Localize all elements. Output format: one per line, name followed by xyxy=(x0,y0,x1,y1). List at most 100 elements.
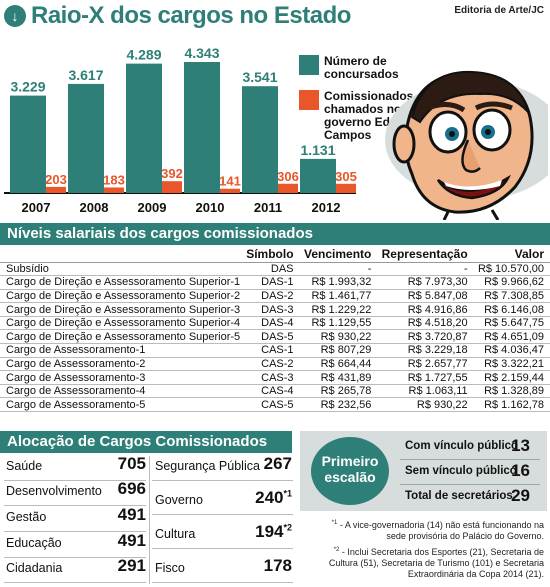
divider xyxy=(4,557,146,558)
divider xyxy=(149,456,150,584)
row-representacao: R$ 5.847,08 xyxy=(377,289,474,304)
row-valor: R$ 2.159,44 xyxy=(473,370,550,385)
data-label-concursados-2009: 4.289 xyxy=(126,47,161,63)
row-representacao: - xyxy=(377,262,474,277)
allocation-value: 705 xyxy=(117,454,146,473)
row-vencimento: R$ 1.461,77 xyxy=(299,289,378,304)
divider xyxy=(400,459,540,460)
table-row: Cargo de Direção e Assessoramento Superi… xyxy=(0,275,550,290)
primeiro-row-value: 16 xyxy=(511,461,530,480)
allocation-label: Desenvolvimento xyxy=(6,484,102,498)
data-label-comissionados-2008: 183 xyxy=(103,172,125,187)
divider xyxy=(152,480,293,481)
row-representacao: R$ 3.720,87 xyxy=(377,329,474,345)
salary-col-valor: Valor xyxy=(473,247,550,263)
allocation-label: Gestão xyxy=(6,510,47,524)
row-symbol: DAS-4 xyxy=(246,316,300,331)
bar-concursados-2010 xyxy=(184,62,220,193)
row-symbol: DAS-1 xyxy=(246,275,300,290)
row-name: Cargo de Direção e Assessoramento Superi… xyxy=(0,302,247,317)
row-symbol: DAS-5 xyxy=(246,329,300,345)
row-vencimento: R$ 930,22 xyxy=(299,329,378,345)
row-name: Cargo de Direção e Assessoramento Superi… xyxy=(0,289,247,304)
allocation-value: 696 xyxy=(117,479,146,498)
bar-comissionados-2007 xyxy=(46,186,66,193)
row-symbol: CAS-4 xyxy=(246,384,300,399)
allocation-value: 240*1 xyxy=(255,488,292,507)
divider xyxy=(4,582,146,583)
bar-comissionados-2011 xyxy=(278,183,298,193)
row-valor: R$ 5.647,75 xyxy=(473,316,550,331)
data-label-comissionados-2011: 306 xyxy=(277,169,299,184)
allocation-label: Saúde xyxy=(6,459,43,473)
table-row: Cargo de Assessoramento-3 CAS-3 R$ 431,89 R… xyxy=(0,370,550,385)
bar-comissionados-2012 xyxy=(336,183,356,193)
allocation-label: Cidadania xyxy=(6,561,63,575)
row-symbol: DAS-2 xyxy=(246,289,300,304)
table-row: Cargo de Direção e Assessoramento Superi… xyxy=(0,302,550,317)
data-label-comissionados-2007: 203 xyxy=(45,172,67,187)
row-representacao: R$ 4.916,86 xyxy=(377,302,474,317)
row-vencimento: R$ 431,89 xyxy=(299,370,378,385)
row-symbol: DAS-3 xyxy=(246,302,300,317)
row-valor: R$ 1.162,78 xyxy=(473,397,550,413)
salary-col-vencimento: Vencimento xyxy=(299,247,378,263)
row-representacao: R$ 930,22 xyxy=(377,397,474,413)
row-name: Cargo de Direção e Assessoramento Superi… xyxy=(0,329,247,345)
allocation-value: 194*2 xyxy=(255,522,292,541)
row-valor: R$ 1.328,89 xyxy=(473,384,550,399)
allocation-label: Cultura xyxy=(155,527,196,541)
x-tick-label-2008: 2008 xyxy=(80,200,109,215)
bar-concursados-2011 xyxy=(242,86,278,193)
salary-table: Símbolo Vencimento Representação Valor S… xyxy=(0,247,550,413)
row-valor: R$ 4.036,47 xyxy=(473,343,550,358)
primeiro-row-label: Total de secretários xyxy=(405,490,513,502)
table-row: Cargo de Assessoramento-5 CAS-5 R$ 232,56 R… xyxy=(0,397,550,413)
row-vencimento: R$ 1.993,32 xyxy=(299,275,378,290)
allocation-label: Educação xyxy=(6,536,62,550)
allocation-value: 267 xyxy=(263,454,292,473)
footnote-1: *1 - A vice-governadoria (14) não está f… xyxy=(331,520,544,541)
x-tick-label-2012: 2012 xyxy=(312,200,341,215)
row-vencimento: R$ 265,78 xyxy=(299,384,378,399)
data-label-concursados-2012: 1.131 xyxy=(300,142,335,158)
row-representacao: R$ 1.727,55 xyxy=(377,370,474,385)
bar-concursados-2009 xyxy=(126,63,162,193)
data-label-concursados-2010: 4.343 xyxy=(184,45,219,61)
data-label-concursados-2008: 3.617 xyxy=(68,67,103,83)
divider xyxy=(152,514,293,515)
data-label-comissionados-2010: 141 xyxy=(219,174,241,189)
bar-concursados-2008 xyxy=(68,83,104,193)
row-valor: R$ 7.308,85 xyxy=(473,289,550,304)
row-representacao: R$ 4.518,20 xyxy=(377,316,474,331)
row-name: Cargo de Assessoramento-3 xyxy=(0,370,247,385)
table-row: Cargo de Assessoramento-2 CAS-2 R$ 664,44 R… xyxy=(0,357,550,372)
allocation-label: Segurança Pública xyxy=(155,459,260,473)
divider xyxy=(152,582,293,583)
table-row: Cargo de Direção e Assessoramento Superi… xyxy=(0,329,550,345)
row-name: Cargo de Direção e Assessoramento Superi… xyxy=(0,275,247,290)
x-tick-label-2011: 2011 xyxy=(254,200,282,215)
footnote-2: *2 - Inclui Secretaria dos Esportes (21)… xyxy=(328,547,544,579)
salary-col-name xyxy=(0,247,247,263)
row-name: Subsídio xyxy=(0,262,247,277)
data-label-comissionados-2012: 305 xyxy=(335,169,357,184)
bar-comissionados-2009 xyxy=(162,181,182,193)
data-label-concursados-2007: 3.229 xyxy=(10,79,45,95)
row-symbol: CAS-3 xyxy=(246,370,300,385)
divider xyxy=(4,505,146,506)
row-symbol: CAS-2 xyxy=(246,357,300,372)
row-vencimento: R$ 664,44 xyxy=(299,357,378,372)
row-symbol: CAS-1 xyxy=(246,343,300,358)
primeiro-row-value: 13 xyxy=(511,436,530,455)
data-label-comissionados-2009: 392 xyxy=(161,166,183,181)
legend-swatch-comissionados xyxy=(299,90,319,110)
salary-col-symbol: Símbolo xyxy=(246,247,300,263)
row-symbol: DAS xyxy=(246,262,300,277)
allocation-value: 491 xyxy=(117,505,146,524)
row-valor: R$ 4.651,09 xyxy=(473,329,550,345)
row-vencimento: R$ 1.129,55 xyxy=(299,316,378,331)
arrow-down-icon: ↓ xyxy=(4,5,26,27)
x-tick-label-2010: 2010 xyxy=(196,200,225,215)
primeiro-row-value: 29 xyxy=(511,486,530,505)
